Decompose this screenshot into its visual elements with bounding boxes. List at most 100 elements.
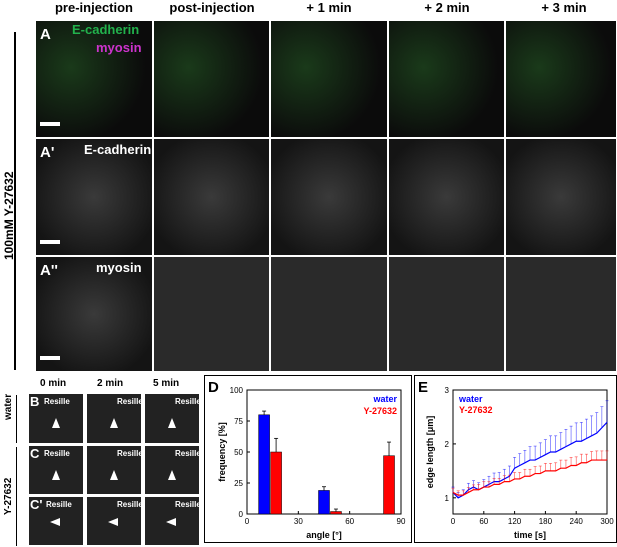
image-panel-A-post [153, 20, 270, 138]
y-tick-label: 3 [445, 386, 450, 395]
panel-letter-A: A [40, 26, 51, 43]
chart-E: 1 2 3 0 60 120 180 240 300 time [s] edge length [μ… [425, 386, 614, 540]
legend-entry: Y-27632 [363, 406, 397, 416]
x-tick-label: 30 [294, 517, 303, 526]
panel-letter-C: C [30, 446, 40, 461]
arrowhead-icon [52, 418, 60, 428]
x-tick-label: 0 [245, 517, 250, 526]
group-label-water: water [3, 393, 14, 420]
image-panel-Adprime-1min [270, 256, 388, 372]
arrowhead-icon [110, 470, 118, 480]
col-header-plus-2-min: + 2 min [424, 0, 470, 15]
scale-bar [40, 240, 60, 244]
col-header-plus-3-min: + 3 min [541, 0, 587, 15]
bar [258, 414, 270, 515]
resille-label: Resille [175, 500, 201, 509]
image-panel-A-2min [388, 20, 505, 138]
arrowhead-icon [168, 418, 176, 428]
resille-label: Resille [44, 397, 70, 406]
panel-letter-Aprime: A' [40, 144, 55, 161]
x-tick-label: 120 [508, 517, 522, 526]
x-axis-label: time [s] [514, 530, 546, 540]
series-line [452, 459, 607, 496]
y-axis-label: frequency [%] [217, 422, 227, 482]
chart-D-frame: D 0 25 50 75 100 0 30 60 90 angle [°] frequency [%… [204, 375, 412, 543]
x-tick-label: 60 [345, 517, 354, 526]
small-panel-C-0min [28, 445, 84, 495]
resille-label: Resille [175, 449, 201, 458]
image-panel-Adprime-3min [505, 256, 617, 372]
series-line [452, 421, 608, 499]
panel-letter-D: D [208, 379, 219, 396]
y-tick-label: 100 [230, 386, 244, 395]
panel-letter-B: B [30, 394, 40, 409]
y-axis-label: edge length [μm] [425, 416, 435, 489]
x-tick-label: 90 [397, 517, 406, 526]
panel-letter-Adprime: A'' [40, 262, 58, 279]
group-bracket [16, 395, 17, 443]
y-tick-label: 75 [234, 417, 243, 426]
image-panel-Aprime-3min [505, 138, 617, 256]
channel-label-e-cadherin: E-cadherin [72, 22, 140, 37]
bar [318, 490, 330, 515]
image-panel-Adprime-2min [388, 256, 505, 372]
bar [383, 455, 395, 515]
y-tick-label: 1 [445, 494, 450, 503]
time-header-0min: 0 min [40, 378, 67, 389]
panel-letter-Cprime: C' [30, 497, 43, 512]
resille-label: Resille [117, 500, 143, 509]
col-header-post-injection: post-injection [169, 0, 255, 15]
chart-D: 0 25 50 75 100 0 30 60 90 angle [°] frequency [%] w… [217, 386, 406, 540]
scale-bar [40, 356, 60, 360]
time-header-2min: 2 min [97, 378, 124, 389]
legend-entry: Y-27632 [459, 405, 493, 415]
image-panel-A-3min [505, 20, 617, 138]
panel-letter-E: E [418, 379, 429, 396]
row-bracket [14, 32, 16, 370]
channel-label-myosin-gray: myosin [96, 260, 142, 275]
arrowhead-icon [110, 418, 118, 428]
channel-label-myosin: myosin [96, 40, 142, 55]
bar [270, 451, 282, 515]
y-tick-label: 2 [445, 440, 450, 449]
chart-E-frame: E 1 2 3 0 60 120 180 240 300 time [s] edge length … [414, 375, 617, 543]
time-header-5min: 5 min [153, 378, 180, 389]
image-panel-A-pre [35, 20, 153, 138]
image-panel-Aprime-post [153, 138, 270, 256]
resille-label: Resille [44, 449, 70, 458]
arrowhead-icon [50, 518, 60, 526]
bar [330, 511, 342, 515]
resille-label: Resille [175, 397, 201, 406]
x-tick-label: 0 [451, 517, 456, 526]
x-tick-label: 240 [570, 517, 584, 526]
group-label-y27632: Y-27632 [3, 477, 14, 515]
y-tick-label: 50 [234, 448, 243, 457]
image-panel-Aprime-1min [270, 138, 388, 256]
small-panel-Cprime-2min [86, 496, 142, 546]
x-tick-label: 300 [600, 517, 614, 526]
y-tick-label: 25 [234, 479, 243, 488]
x-tick-label: 60 [479, 517, 488, 526]
resille-label: Resille [46, 500, 72, 509]
image-panel-Adprime-pre [35, 256, 153, 372]
image-panel-A-1min [270, 20, 388, 138]
arrowhead-icon [52, 470, 60, 480]
col-header-pre-injection: pre-injection [54, 0, 133, 15]
arrowhead-icon [108, 518, 118, 526]
y-tick-label: 0 [239, 510, 244, 519]
x-axis-label: angle [°] [306, 530, 342, 540]
group-bracket [16, 447, 17, 546]
arrowhead-icon [166, 518, 176, 526]
legend-entry: water [458, 394, 483, 404]
col-header-plus-1-min: + 1 min [306, 0, 352, 15]
legend-entry: water [372, 394, 397, 404]
resille-label: Resille [117, 449, 143, 458]
image-panel-Aprime-2min [388, 138, 505, 256]
arrowhead-icon [168, 470, 176, 480]
image-panel-Adprime-post [153, 256, 270, 372]
x-tick-label: 180 [539, 517, 553, 526]
image-panel-Aprime-pre [35, 138, 153, 256]
channel-label-e-cadherin-gray: E-cadherin [84, 142, 152, 157]
resille-label: Resille [117, 397, 143, 406]
